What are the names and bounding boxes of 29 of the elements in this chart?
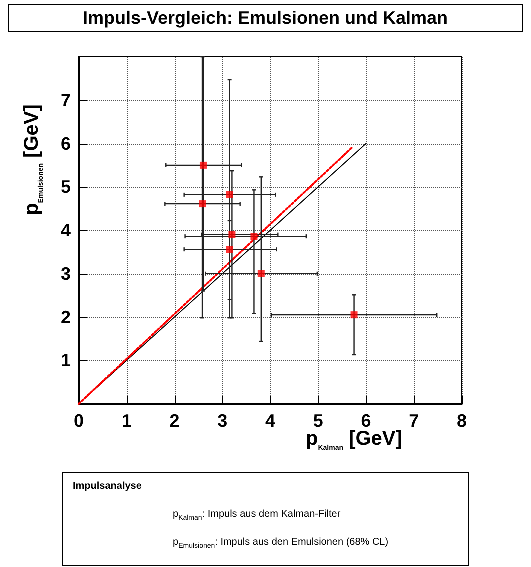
text: p$_{Kalman}$: Impuls aus dem Kalman-Filter [173, 509, 341, 522]
x-tick-label: 3 [218, 411, 228, 431]
x-tick-label: 2 [170, 411, 180, 431]
y-tick-label: 2 [60, 307, 71, 328]
text: p$_{Emulsionen}$: Impuls aus den Emulsionen (68% CL) [173, 537, 389, 550]
point [350, 312, 358, 319]
x-tick-label: 1 [122, 411, 132, 431]
point [226, 191, 234, 198]
point [226, 246, 234, 254]
x-tick-label: 4 [265, 411, 276, 431]
x-tick-label: 8 [456, 411, 468, 431]
y-tick-label: 6 [60, 134, 71, 154]
chart-title: Impuls-Vergleich: Emulsionen und Kalman [8, 4, 523, 32]
y-tick-label: 4 [60, 220, 71, 240]
point [199, 200, 206, 208]
x-axis-title: p$_{Kalman}$ [GeV] [306, 428, 402, 452]
y-tick-label: 5 [60, 177, 71, 198]
y-tick-label: 3 [60, 264, 71, 284]
y-tick-label: 1 [60, 350, 71, 371]
x-tick-label: 0 [74, 411, 84, 431]
point [228, 231, 236, 238]
point [250, 233, 258, 240]
y-tick-label: 7 [60, 90, 71, 110]
point [200, 162, 207, 169]
x-tick-label: 7 [409, 411, 420, 431]
text: Impulsanalyse [73, 481, 142, 492]
x-tick-label: 5 [313, 411, 324, 431]
x-tick-label: 6 [361, 411, 372, 431]
point [258, 270, 265, 278]
